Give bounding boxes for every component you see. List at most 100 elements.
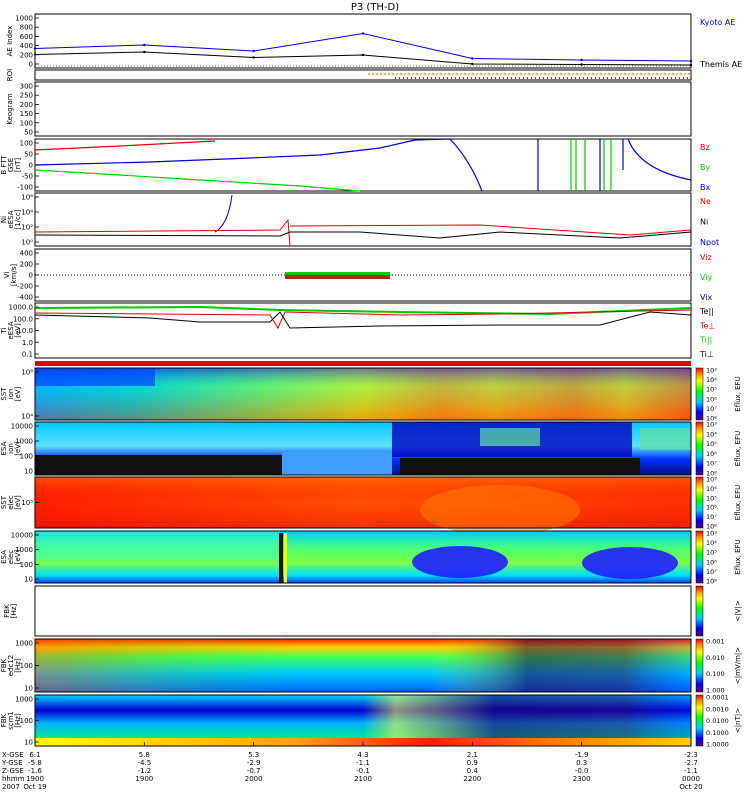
- colorbar-tick-label: 10⁴: [706, 485, 717, 493]
- panel-ylabel: ROI: [6, 69, 14, 81]
- x-axis-value: -0.1: [356, 767, 370, 775]
- panel-ylabel: ESA: [0, 550, 8, 564]
- ae-data-point: [143, 43, 146, 47]
- x-axis-value: 2200: [463, 775, 481, 783]
- x-axis-value: -1.9: [575, 751, 589, 759]
- colorbar-title: <|mV/m|>: [734, 647, 742, 684]
- colorbar-tick-label: 10⁷: [706, 568, 717, 576]
- panel-ylabel: elec: [7, 550, 15, 565]
- x-axis-value: -0.7: [247, 767, 261, 775]
- x-axis-value: 4.3: [357, 751, 368, 759]
- colorbar-tick-label: 10⁵: [706, 440, 717, 448]
- panel-frames: [34, 13, 692, 359]
- ae-data-point: [252, 56, 255, 59]
- colorbar-tick-label: 0.0010: [706, 705, 729, 713]
- ae-data-point: [580, 63, 583, 66]
- x-axis-value: 5.8: [139, 751, 150, 759]
- y-tick-label: 10: [24, 576, 33, 584]
- ae-index-layer: [33, 32, 693, 67]
- y-tick-label: 100: [20, 453, 33, 461]
- y-tick-label: 100: [20, 717, 33, 725]
- colorbar-tick-label: 10³: [706, 367, 717, 375]
- panel-ylabel: [eV]: [14, 323, 22, 338]
- y-tick-label: 200: [20, 101, 33, 109]
- panel-ylabel: [Hz]: [10, 604, 18, 619]
- legend-entry: By: [700, 163, 710, 172]
- panel-ylabel: [eV]: [14, 549, 22, 564]
- panel-ylabel: [1/cc]: [14, 209, 22, 229]
- ae-data-point: [471, 57, 474, 60]
- x-axis-value: -2.3: [684, 751, 698, 759]
- y-tick-label: 1000: [15, 640, 33, 648]
- spectrogram-fbk-edc12: [34, 638, 692, 693]
- x-axis-row-label: Y-GSE: [1, 759, 23, 767]
- ae-series-line: [34, 32, 692, 62]
- panel-ylabel: scm1: [7, 711, 15, 730]
- colorbar-tick-label: 1.000: [706, 687, 725, 695]
- legend-entry: Bx: [700, 183, 710, 192]
- ae-data-point: [689, 59, 693, 63]
- colorbar-tick-label: 0.0001: [706, 694, 729, 702]
- y-tick-label: 10⁵: [21, 369, 33, 377]
- colorbar-tick-label: 10⁴: [706, 430, 717, 438]
- panel-ylabel: [eV]: [14, 441, 22, 456]
- x-axis-value: -5.8: [28, 759, 42, 767]
- legend-entry: Te||: [699, 307, 714, 316]
- colorbar-tick-label: 10⁴: [706, 376, 717, 384]
- colorbar-title: Eflux, EFU: [734, 431, 742, 466]
- y-tick-label: 10⁶: [21, 194, 33, 202]
- y-tick-label: 10²: [21, 224, 33, 232]
- y-tick-label: 100: [20, 662, 33, 670]
- spectrogram-sst-elec: [34, 476, 692, 535]
- x-axis-value: -1.1: [356, 759, 370, 767]
- y-tick-label: 10000: [11, 532, 33, 540]
- panel-frame-density: [34, 192, 692, 247]
- y-tick-label: 10⁰: [21, 239, 33, 247]
- colorbar-tick-label: 10³: [706, 530, 717, 538]
- panel-ylabel: ion: [7, 389, 15, 400]
- density-traces: [34, 194, 692, 247]
- panel-ylabel: [nT]: [14, 158, 22, 172]
- x-axis-value: -1.6: [28, 767, 42, 775]
- y-tick-label: 100: [20, 119, 33, 127]
- legend-entry: Te⊥: [699, 321, 715, 330]
- colorbar-tick-label: 10³: [706, 421, 717, 429]
- panel-ylabel: [Hz]: [14, 713, 22, 728]
- colorbar-tick-label: 10⁶: [706, 504, 717, 512]
- x-axis-value: -1.2: [137, 767, 151, 775]
- y-tick-label: 50: [24, 151, 33, 159]
- x-axis-value: Oct 20: [679, 783, 702, 791]
- y-tick-label: 10: [24, 685, 33, 693]
- panel-ylabel: FBK: [0, 658, 8, 672]
- y-tick-label: 1000.0: [9, 304, 34, 312]
- colorbar-title: <|nT|>: [734, 708, 742, 733]
- ae-data-point: [33, 47, 37, 50]
- panel-ylabel: [Hz]: [14, 658, 22, 673]
- y-tick-label: 300: [20, 83, 33, 91]
- panel-frame-keogram: [34, 81, 692, 137]
- y-tick-label: 800: [20, 24, 33, 32]
- panel-ylabel: eESA: [7, 321, 15, 339]
- colorbar-title: Eflux, EFU: [734, 539, 742, 574]
- bfield-traces: [34, 138, 692, 192]
- spectrogram-sst-ion: [34, 367, 692, 421]
- legend-entry: Viy: [700, 273, 713, 282]
- spectrogram-fbk-scm1: [34, 694, 692, 747]
- panel-ylabel: SST: [0, 387, 8, 401]
- x-axis-value: 2.1: [467, 751, 478, 759]
- y-tick-label: -100: [17, 184, 33, 192]
- y-tick-label: 200: [20, 261, 33, 269]
- colorbar-tick-label: 10⁸: [706, 578, 717, 586]
- panel-ylabel: Ni: [0, 216, 8, 223]
- panel-ylabel: [eV]: [14, 495, 22, 510]
- colorbar-tick-label: 10⁵: [706, 494, 717, 502]
- ae-data-point: [361, 53, 365, 57]
- colorbar-tick-label: 10⁵: [706, 549, 717, 557]
- panel-ylabel: FBK: [0, 713, 8, 727]
- y-tick-label: 400: [20, 250, 33, 258]
- legend-entry: Npot: [700, 238, 719, 247]
- legend-entry: Ti||: [699, 336, 712, 345]
- plot-title: P3 (TH-D): [351, 2, 399, 13]
